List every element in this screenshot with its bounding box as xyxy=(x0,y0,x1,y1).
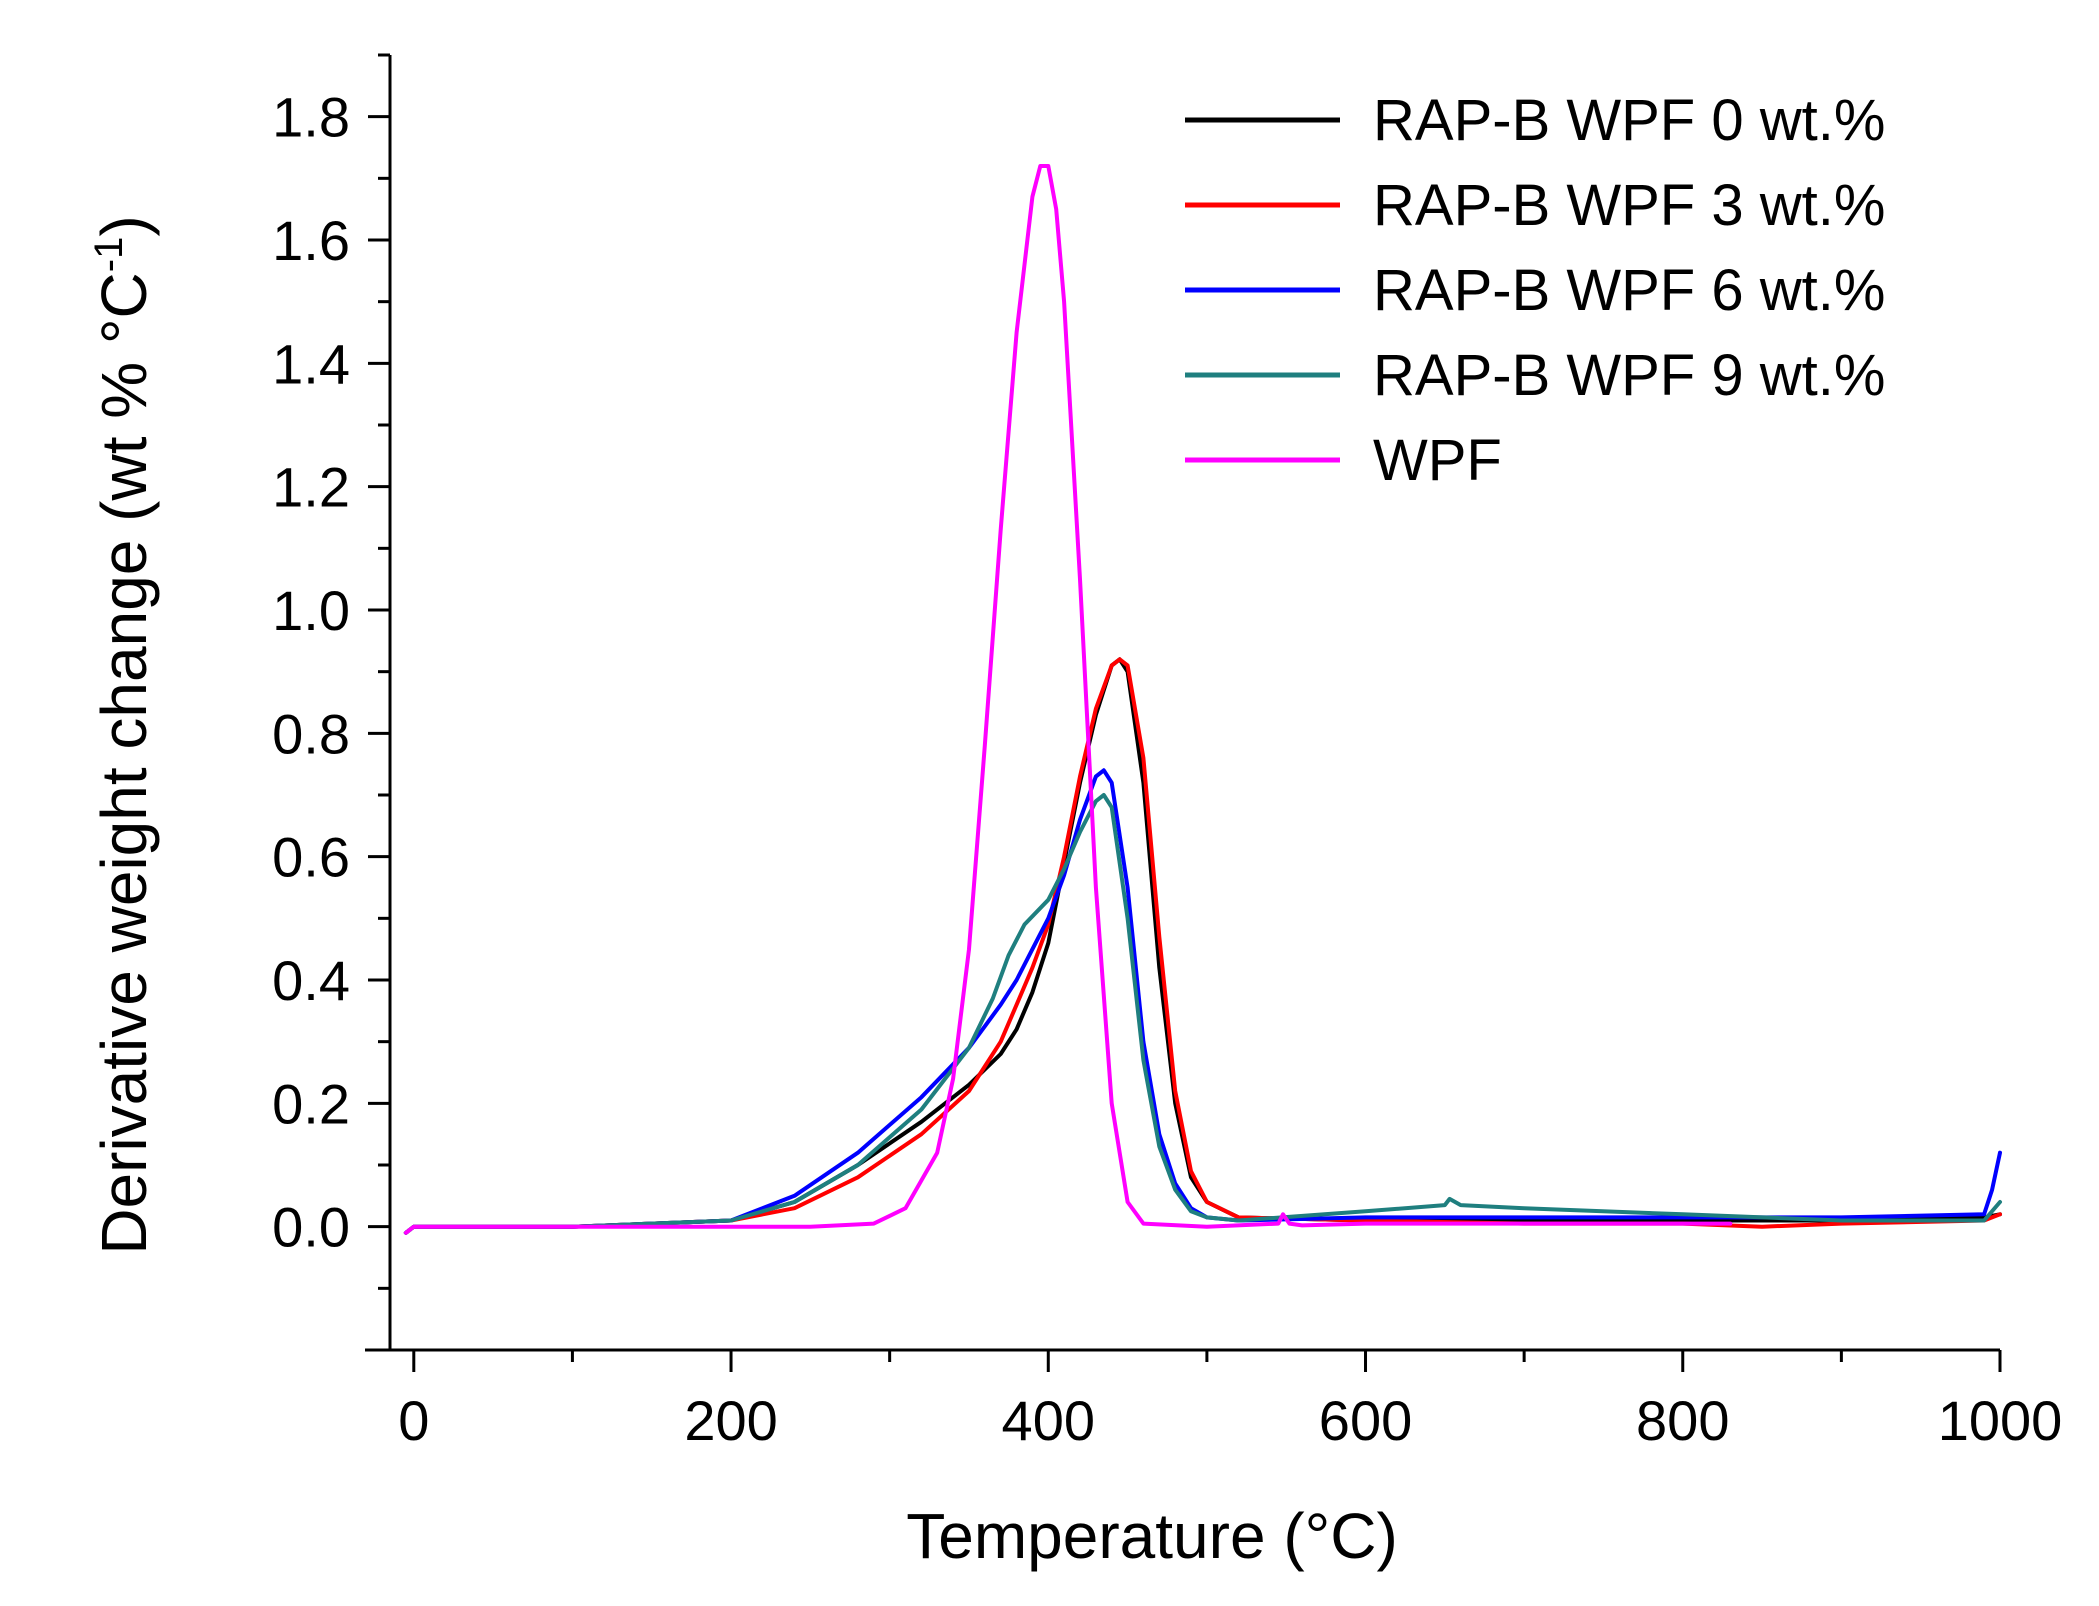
series-lines xyxy=(403,164,2002,1235)
axes xyxy=(365,55,2000,1352)
y-tick-label: 0.6 xyxy=(272,826,350,889)
y-axis-title-close: ) xyxy=(88,215,160,236)
y-tick-label: 1.8 xyxy=(272,86,350,149)
y-axis-title-superscript: -1 xyxy=(87,237,131,273)
series-line-2 xyxy=(403,657,2002,1235)
legend: RAP-B WPF 0 wt.% RAP-B WPF 3 wt.% RAP-B WP… xyxy=(1185,88,1885,493)
series-line-3 xyxy=(403,768,2002,1235)
series-line-1 xyxy=(403,657,2002,1235)
legend-label-1: RAP-B WPF 0 wt.% xyxy=(1373,88,1885,153)
y-tick-label: 0.2 xyxy=(272,1072,350,1135)
x-tick-label: 0 xyxy=(398,1389,429,1452)
y-tick-label: 1.2 xyxy=(272,456,350,519)
series-line-4 xyxy=(403,793,2002,1235)
legend-label-5: WPF xyxy=(1373,428,1502,493)
x-tick-label: 800 xyxy=(1636,1389,1729,1452)
legend-label-3: RAP-B WPF 6 wt.% xyxy=(1373,258,1885,323)
x-tick-label: 1000 xyxy=(1938,1389,2063,1452)
x-tick-label: 200 xyxy=(684,1389,777,1452)
legend-label-2: RAP-B WPF 3 wt.% xyxy=(1373,173,1885,238)
x-axis-title: Temperature (°C) xyxy=(906,1500,1398,1572)
x-tick-label: 600 xyxy=(1319,1389,1412,1452)
ticks: 0 200 400 600 800 1000 0.0 0.2 0.4 0.6 0.8 1.0 1.2 1.… xyxy=(272,53,2063,1452)
y-tick-label: 0.0 xyxy=(272,1196,350,1259)
y-tick-label: 1.0 xyxy=(272,579,350,642)
y-tick-label: 0.4 xyxy=(272,949,350,1012)
y-tick-label: 1.4 xyxy=(272,332,350,395)
y-axis-title: Derivative weight change (wt % °C-1) xyxy=(87,215,160,1254)
y-tick-label: 0.8 xyxy=(272,702,350,765)
legend-label-4: RAP-B WPF 9 wt.% xyxy=(1373,343,1885,408)
series-line-5 xyxy=(403,164,1733,1235)
x-tick-label: 400 xyxy=(1002,1389,1095,1452)
y-axis-title-main: Derivative weight change (wt % °C xyxy=(88,272,160,1254)
y-tick-label: 1.6 xyxy=(272,209,350,272)
